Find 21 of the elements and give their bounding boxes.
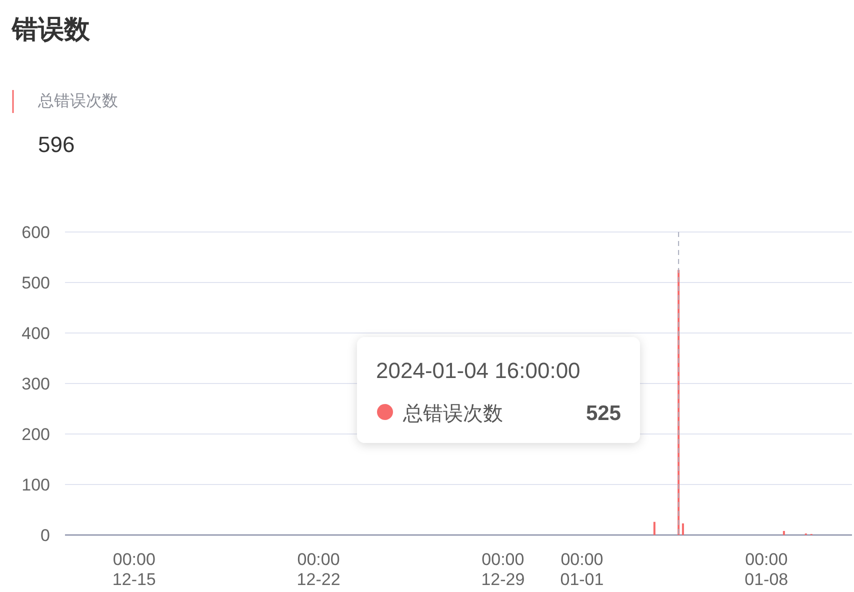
y-tick-label: 600 (22, 223, 50, 242)
y-tick-label: 200 (22, 425, 50, 444)
x-tick-label: 00:00 01-08 (744, 550, 788, 589)
chart-title: 错误数 (11, 14, 91, 44)
chart-subtitle: 总错误次数 (37, 92, 118, 110)
legend-label: 总错误次数 (402, 403, 503, 425)
text: 596 (38, 132, 75, 157)
y-tick-label: 500 (22, 274, 50, 292)
annotation: 525 (586, 402, 622, 425)
y-tick-label: 300 (22, 374, 50, 394)
bar (653, 522, 656, 535)
y-tick-label: 400 (22, 324, 50, 343)
bar (782, 530, 785, 535)
annotation: 2024-01-04 16:00:00 (376, 358, 580, 383)
x-tick-label: 00:00 12-22 (296, 550, 340, 589)
x-tick-label: 00:00 12-29 (481, 550, 525, 589)
bar (682, 523, 684, 535)
y-tick-label: 0 (40, 526, 50, 545)
x-tick-label: 00:00 01-01 (560, 550, 604, 589)
x-tick-label: 00:00 12-15 (112, 550, 156, 589)
y-tick-label: 100 (22, 476, 50, 494)
